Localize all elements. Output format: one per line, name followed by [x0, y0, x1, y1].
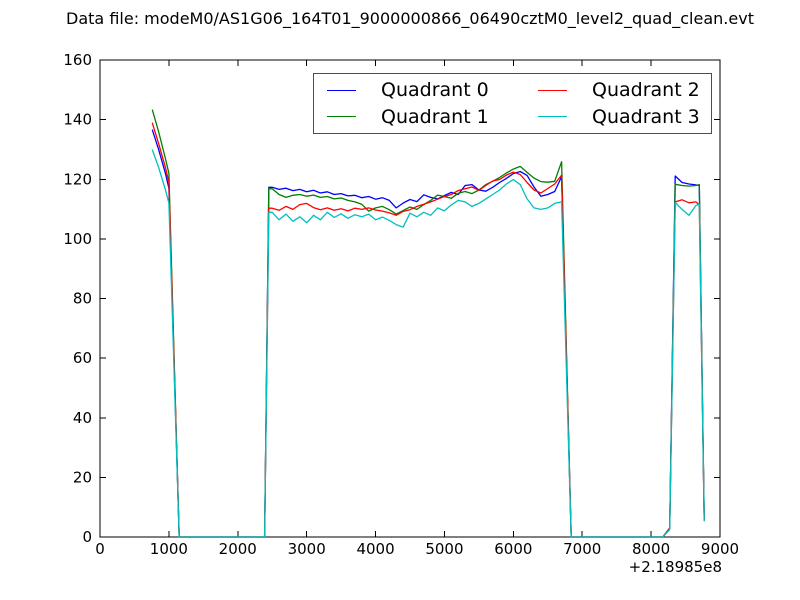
- series-line-quadrant-3: [151, 149, 705, 538]
- series-line-quadrant-2: [151, 122, 705, 538]
- legend-item-quadrant-0: Quadrant 0: [327, 77, 538, 104]
- x-tick-label: 9000: [701, 540, 739, 558]
- legend: Quadrant 0 Quadrant 1 Quadrant 2 Quadran…: [313, 73, 712, 134]
- x-tick-label: 3000: [288, 540, 326, 558]
- series-line-quadrant-1: [151, 109, 705, 538]
- legend-item-quadrant-1: Quadrant 1: [327, 104, 538, 131]
- legend-line-sample-icon: [538, 89, 567, 91]
- chart-title: Data file: modeM0/AS1G06_164T01_90000008…: [66, 9, 754, 28]
- y-tick-label: 160: [63, 51, 92, 69]
- x-tick-label: 6000: [494, 540, 532, 558]
- x-tick-label: 2000: [219, 540, 257, 558]
- series-line-quadrant-0: [151, 129, 705, 538]
- y-tick-label: 100: [63, 230, 92, 248]
- legend-label: Quadrant 3: [592, 105, 700, 128]
- x-tick-label: 1000: [150, 540, 188, 558]
- y-tick-label: 60: [73, 349, 92, 367]
- legend-label: Quadrant 0: [381, 79, 489, 102]
- x-tick-label: 8000: [632, 540, 670, 558]
- legend-label: Quadrant 1: [381, 105, 489, 128]
- y-tick-label: 40: [73, 409, 92, 427]
- x-tick-label: 7000: [563, 540, 601, 558]
- x-tick-label: 4000: [356, 540, 394, 558]
- legend-line-sample-icon: [327, 116, 356, 118]
- legend-line-sample-icon: [327, 89, 356, 91]
- legend-line-sample-icon: [538, 116, 567, 118]
- x-tick-label: 5000: [425, 540, 463, 558]
- x-axis-offset-label: +2.18985e8: [628, 558, 722, 576]
- legend-item-quadrant-2: Quadrant 2: [538, 77, 705, 104]
- y-tick-label: 0: [82, 528, 92, 546]
- legend-label: Quadrant 2: [592, 79, 700, 102]
- legend-item-quadrant-3: Quadrant 3: [538, 104, 705, 131]
- y-tick-label: 140: [63, 111, 92, 129]
- y-tick-label: 20: [73, 468, 92, 486]
- y-tick-label: 120: [63, 170, 92, 188]
- y-tick-label: 80: [73, 290, 92, 308]
- x-tick-label: 0: [95, 540, 105, 558]
